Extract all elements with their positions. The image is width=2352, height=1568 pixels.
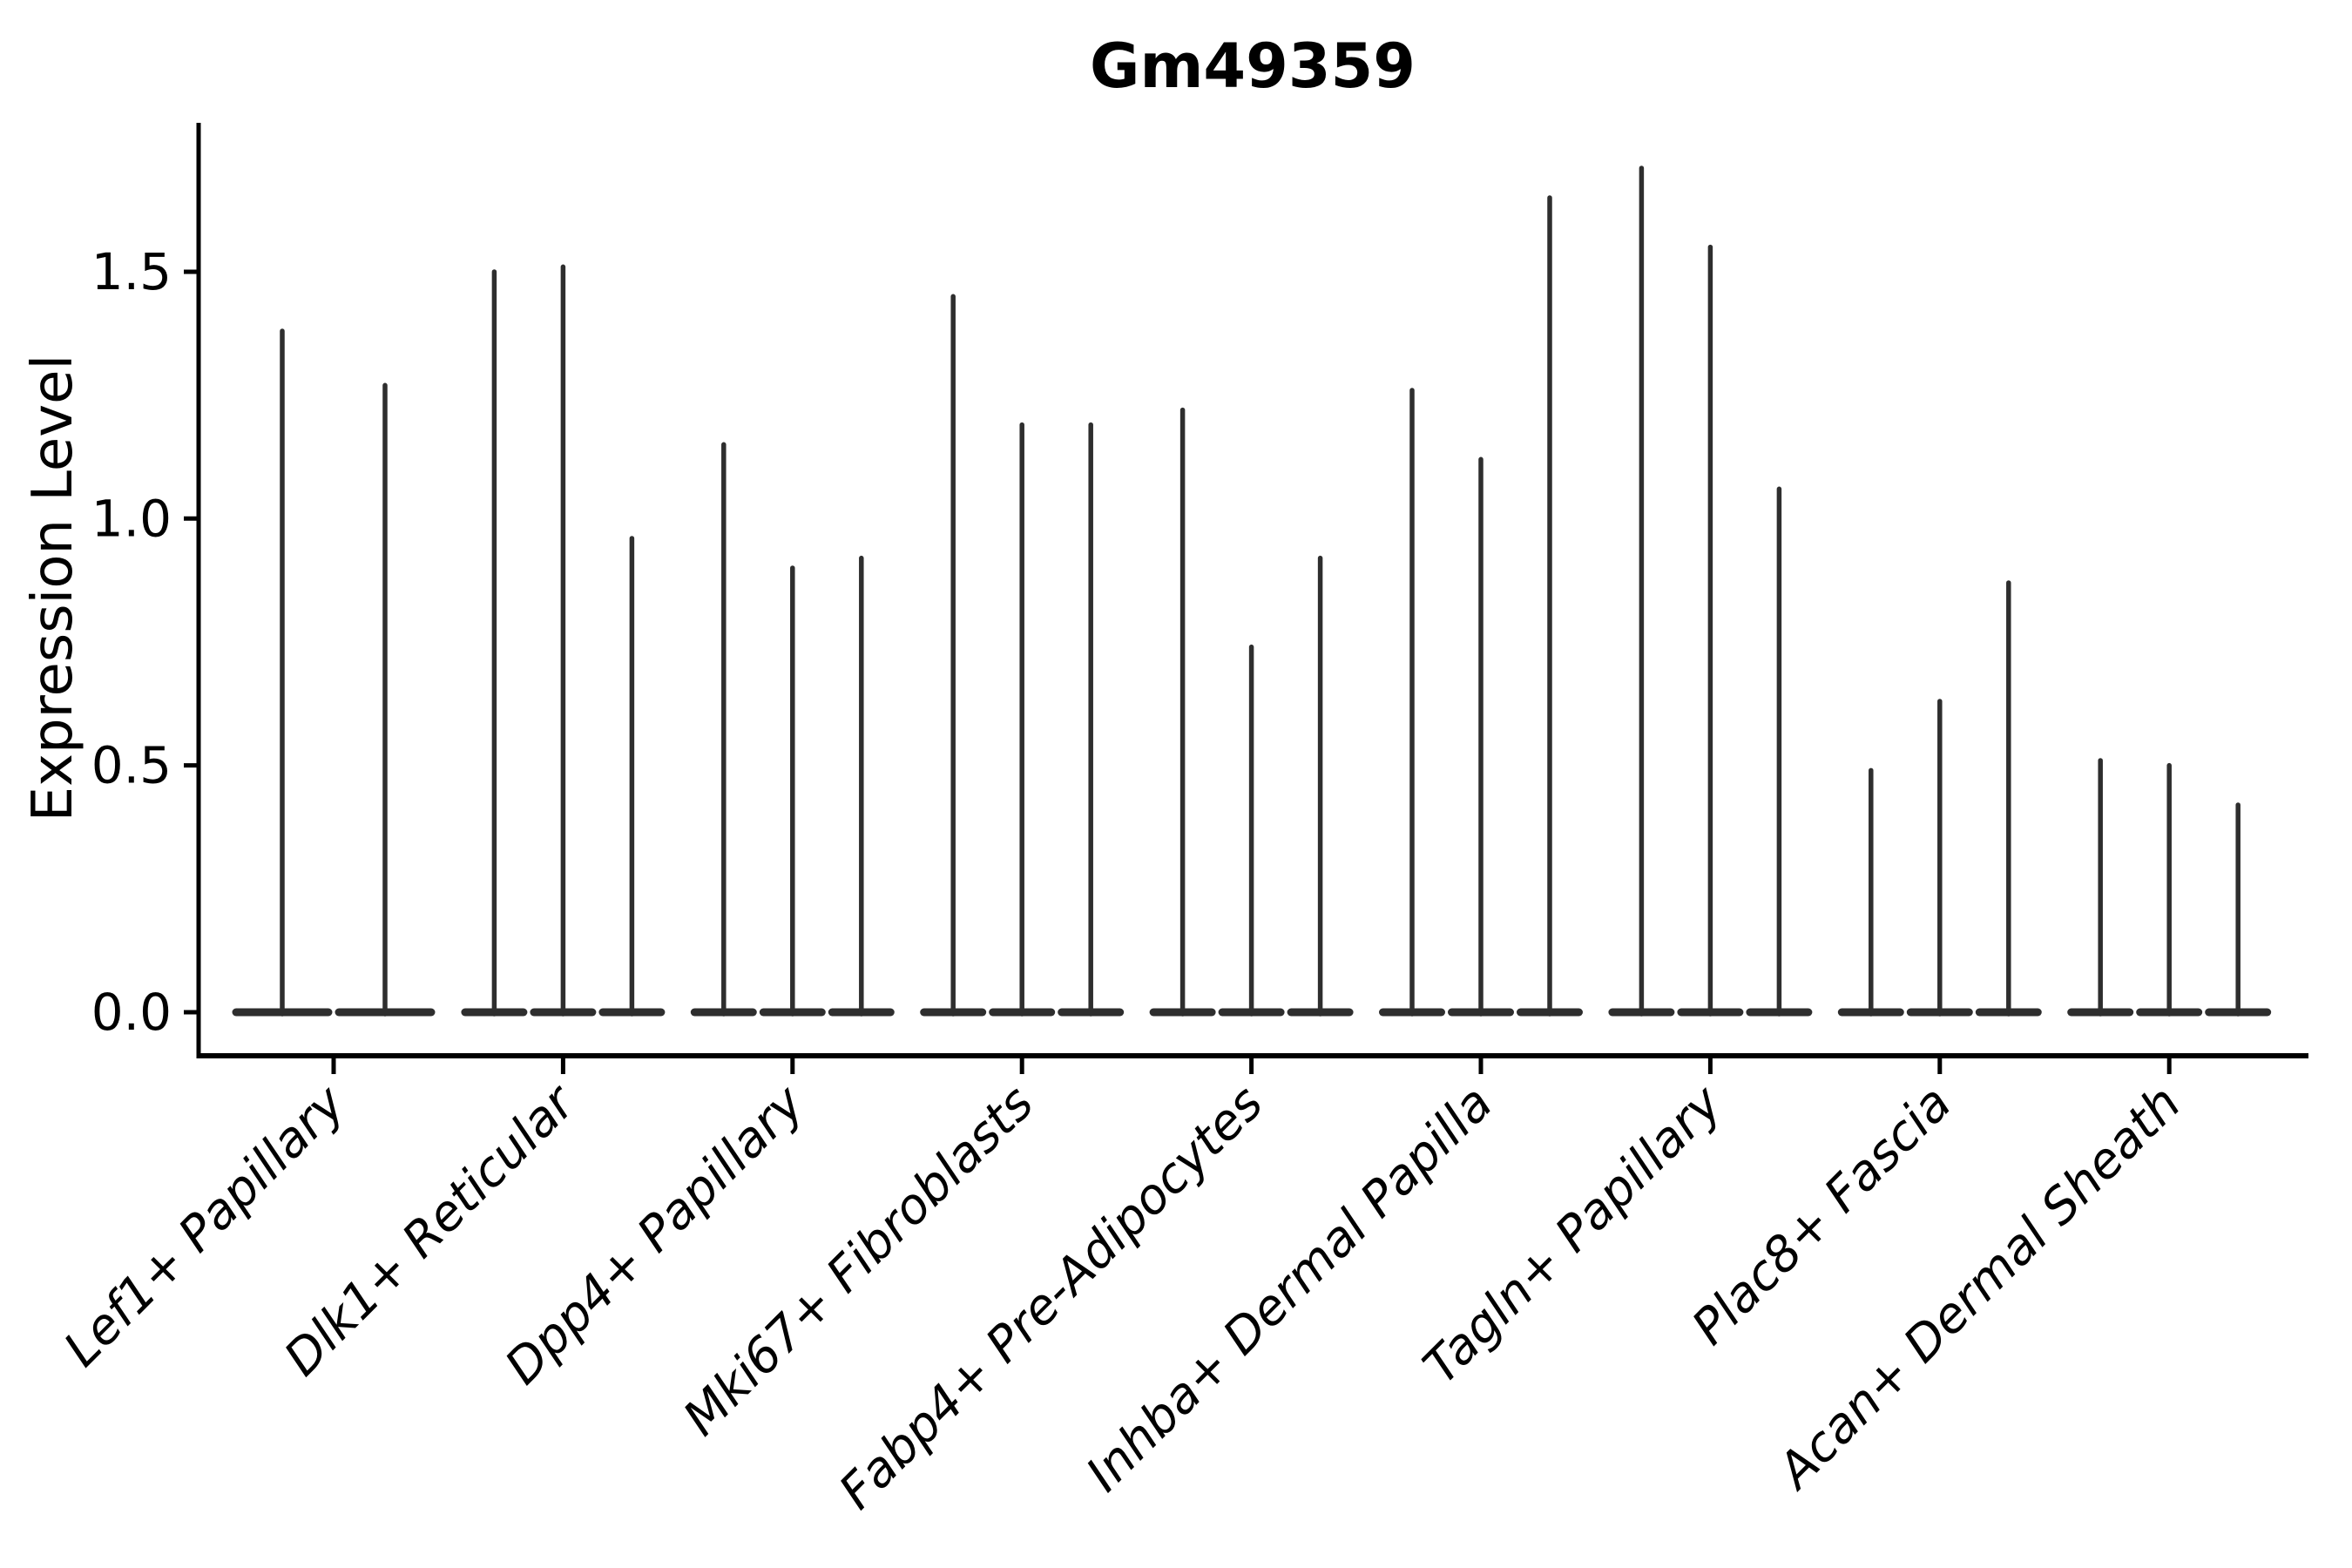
violin <box>2136 762 2203 1017</box>
violin <box>461 269 528 1017</box>
violin <box>1608 166 1675 1017</box>
violin <box>530 264 597 1017</box>
x-category-label: Inhba+ Dermal Papilla <box>1076 1075 1504 1503</box>
violin <box>828 555 895 1017</box>
violin <box>1448 456 1514 1017</box>
violin <box>1287 555 1354 1017</box>
violin <box>2205 802 2272 1017</box>
violins <box>232 166 2272 1017</box>
x-category-label: Acan+ Dermal Sheath <box>1766 1075 2192 1501</box>
y-tick-label: 0.0 <box>91 983 172 1042</box>
violin <box>1677 244 1744 1017</box>
violin <box>1058 422 1125 1017</box>
x-category-label: Fabp4+ Pre-Adipocytes <box>828 1075 1274 1520</box>
y-axis: 0.0 0.5 1.0 1.5 <box>91 123 201 1056</box>
chart-title: Gm49359 <box>1090 30 1416 102</box>
violin <box>920 294 987 1017</box>
violin <box>1837 767 1904 1017</box>
violin <box>1379 388 1445 1017</box>
violin <box>1149 407 1216 1017</box>
violin <box>1975 580 2042 1017</box>
y-axis-label: Expression Level <box>21 355 85 822</box>
violin <box>232 328 333 1017</box>
violin <box>989 422 1056 1017</box>
violin <box>335 382 436 1017</box>
y-tick-label: 1.0 <box>91 489 172 548</box>
violin <box>598 536 666 1017</box>
violin <box>2067 758 2134 1017</box>
violin <box>690 442 757 1017</box>
violin <box>1906 699 1973 1017</box>
violin <box>1746 486 1813 1017</box>
violin <box>759 565 826 1017</box>
violin <box>1517 195 1583 1017</box>
y-tick-label: 0.5 <box>91 736 172 795</box>
y-tick-label: 1.5 <box>91 242 172 301</box>
violin <box>1218 644 1285 1017</box>
